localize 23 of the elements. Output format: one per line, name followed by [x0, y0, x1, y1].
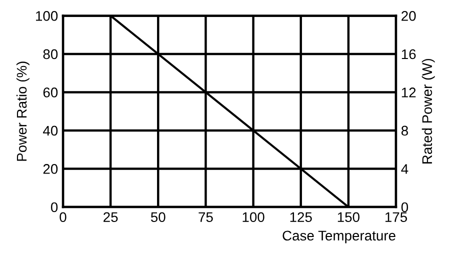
y-tick-label: 80 [43, 49, 58, 60]
y2-tick-label: 20 [402, 11, 416, 21]
y-tick-label: 60 [43, 88, 58, 98]
x-tick-label: 100 [242, 212, 264, 222]
y-tick-label: 40 [43, 126, 58, 136]
y-tick-label: 0 [50, 202, 58, 212]
x-tick-label: 50 [150, 212, 166, 222]
y2-axis-title: Rated Power (W) [422, 58, 435, 164]
y2-tick-label: 12 [402, 88, 416, 98]
x-tick-label: 150 [338, 212, 360, 222]
y2-tick-label: 16 [402, 49, 416, 60]
x-tick-label: 75 [198, 212, 213, 222]
x-tick-label: 125 [290, 212, 312, 222]
x-tick-label: 0 [60, 212, 66, 222]
y-axis-title: Power Ratio (%) [16, 62, 30, 161]
x-tick-label: 25 [104, 212, 118, 222]
x-axis-title: Case Temperature [282, 230, 396, 244]
y2-tick-label: 4 [401, 164, 408, 174]
y-tick-label: 20 [43, 164, 58, 174]
y2-tick-label: 0 [401, 202, 408, 212]
x-tick-label: 175 [385, 212, 408, 222]
y-tick-label: 100 [36, 11, 58, 21]
y2-tick-label: 8 [401, 126, 408, 136]
